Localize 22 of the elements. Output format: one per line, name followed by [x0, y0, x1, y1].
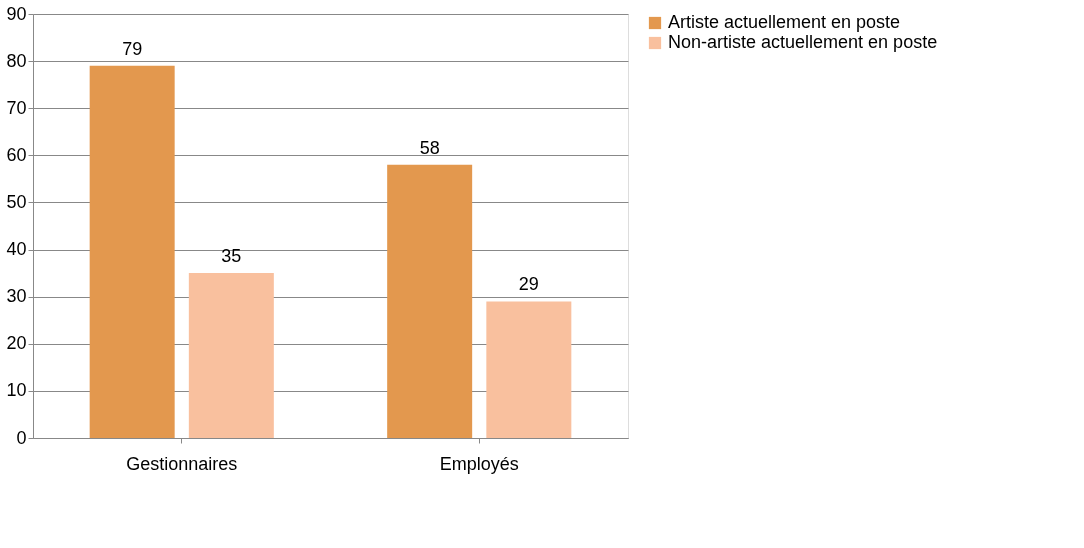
- x-tick-label: Gestionnaires: [126, 453, 238, 474]
- data-label: 29: [518, 274, 539, 295]
- y-tick-label: 30: [6, 286, 27, 307]
- legend-label: Non-artiste actuellement en poste: [668, 32, 938, 52]
- bar: [486, 301, 572, 438]
- legend-label: Artiste actuellement en poste: [668, 12, 901, 32]
- y-tick-label: 70: [6, 97, 27, 118]
- y-tick-label: 20: [6, 333, 27, 354]
- data-label: 58: [419, 137, 440, 158]
- y-tick-label: 0: [16, 427, 27, 448]
- bar: [89, 65, 175, 438]
- y-tick-label: 90: [6, 3, 27, 24]
- y-tick-label: 80: [6, 50, 27, 71]
- y-tick-label: 60: [6, 144, 27, 165]
- y-tick-label: 10: [6, 380, 27, 401]
- y-tick-label: 50: [6, 191, 27, 212]
- bar: [387, 164, 473, 438]
- data-label: 35: [221, 246, 242, 267]
- bar: [188, 273, 274, 438]
- x-tick-label: Employés: [439, 453, 519, 474]
- data-label: 79: [122, 38, 143, 59]
- y-tick-label: 40: [6, 239, 27, 260]
